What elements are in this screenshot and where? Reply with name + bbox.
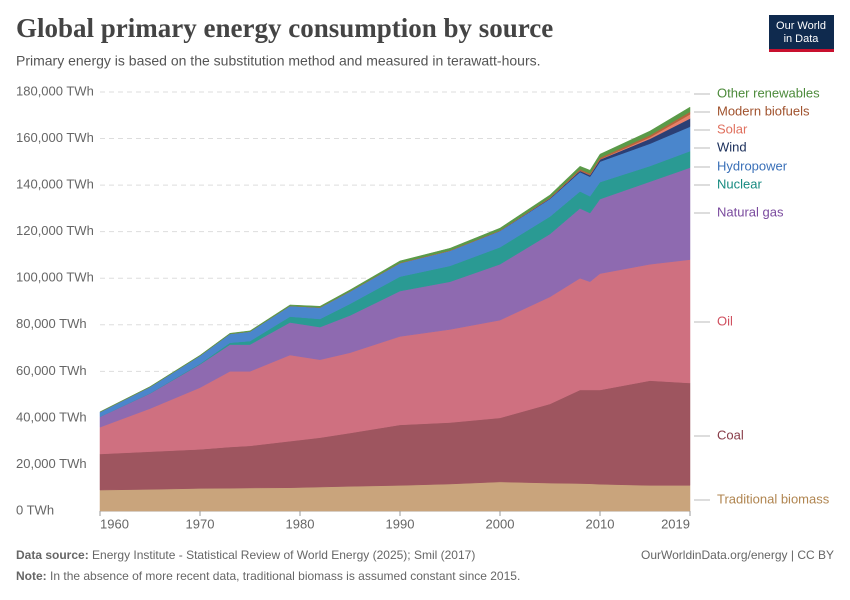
legend-label: Solar <box>717 121 748 136</box>
logo-text: Our World <box>776 20 826 32</box>
x-tick-label: 1990 <box>386 516 415 531</box>
y-tick-label: 120,000 TWh <box>16 223 94 238</box>
y-tick-label: 160,000 TWh <box>16 130 94 145</box>
y-tick-label: 60,000 TWh <box>16 363 87 378</box>
legend-label: Modern biofuels <box>717 103 810 118</box>
source-label: Data source: <box>16 548 89 562</box>
note-text: In the absence of more recent data, trad… <box>50 569 520 583</box>
y-tick-label: 80,000 TWh <box>16 316 87 331</box>
chart-title: Global primary energy consumption by sou… <box>16 13 553 43</box>
y-tick-label: 140,000 TWh <box>16 177 94 192</box>
legend-label: Other renewables <box>717 85 820 100</box>
x-tick-label: 1970 <box>186 516 215 531</box>
note-label: Note: <box>16 569 47 583</box>
note: Note: In the absence of more recent data… <box>16 569 520 583</box>
areas <box>99 106 691 512</box>
link[interactable]: OurWorldinData.org/energy | CC BY <box>641 548 834 562</box>
x-tick-label: 2019 <box>661 516 690 531</box>
source-text: Energy Institute - Statistical Review of… <box>92 548 475 562</box>
legend-label: Wind <box>717 139 747 154</box>
area <box>99 106 691 413</box>
x-tick-label: 1960 <box>100 516 129 531</box>
x-tick-label: 1980 <box>286 516 315 531</box>
y-tick-label: 180,000 TWh <box>16 83 94 98</box>
legend-label: Hydropower <box>717 158 788 173</box>
y-tick-label: 100,000 TWh <box>16 270 94 285</box>
x-tick-label: 2010 <box>586 516 615 531</box>
x-tick-label: 2000 <box>486 516 515 531</box>
y-tick-label: 40,000 TWh <box>16 409 87 424</box>
y-tick-label: 20,000 TWh <box>16 456 87 471</box>
source: Data source: Energy Institute - Statisti… <box>16 548 475 562</box>
legend-label: Natural gas <box>717 204 784 219</box>
logo[interactable] <box>769 15 834 51</box>
legend-label: Coal <box>717 427 744 442</box>
chart-subtitle: Primary energy is based on the substitut… <box>16 53 541 69</box>
legend-label: Traditional biomass <box>717 491 830 506</box>
legend-label: Nuclear <box>717 176 762 191</box>
logo-bar <box>769 49 834 52</box>
legend-label: Oil <box>717 313 733 328</box>
y-tick-label: 0 TWh <box>16 502 54 517</box>
logo-text: in Data <box>784 33 820 45</box>
